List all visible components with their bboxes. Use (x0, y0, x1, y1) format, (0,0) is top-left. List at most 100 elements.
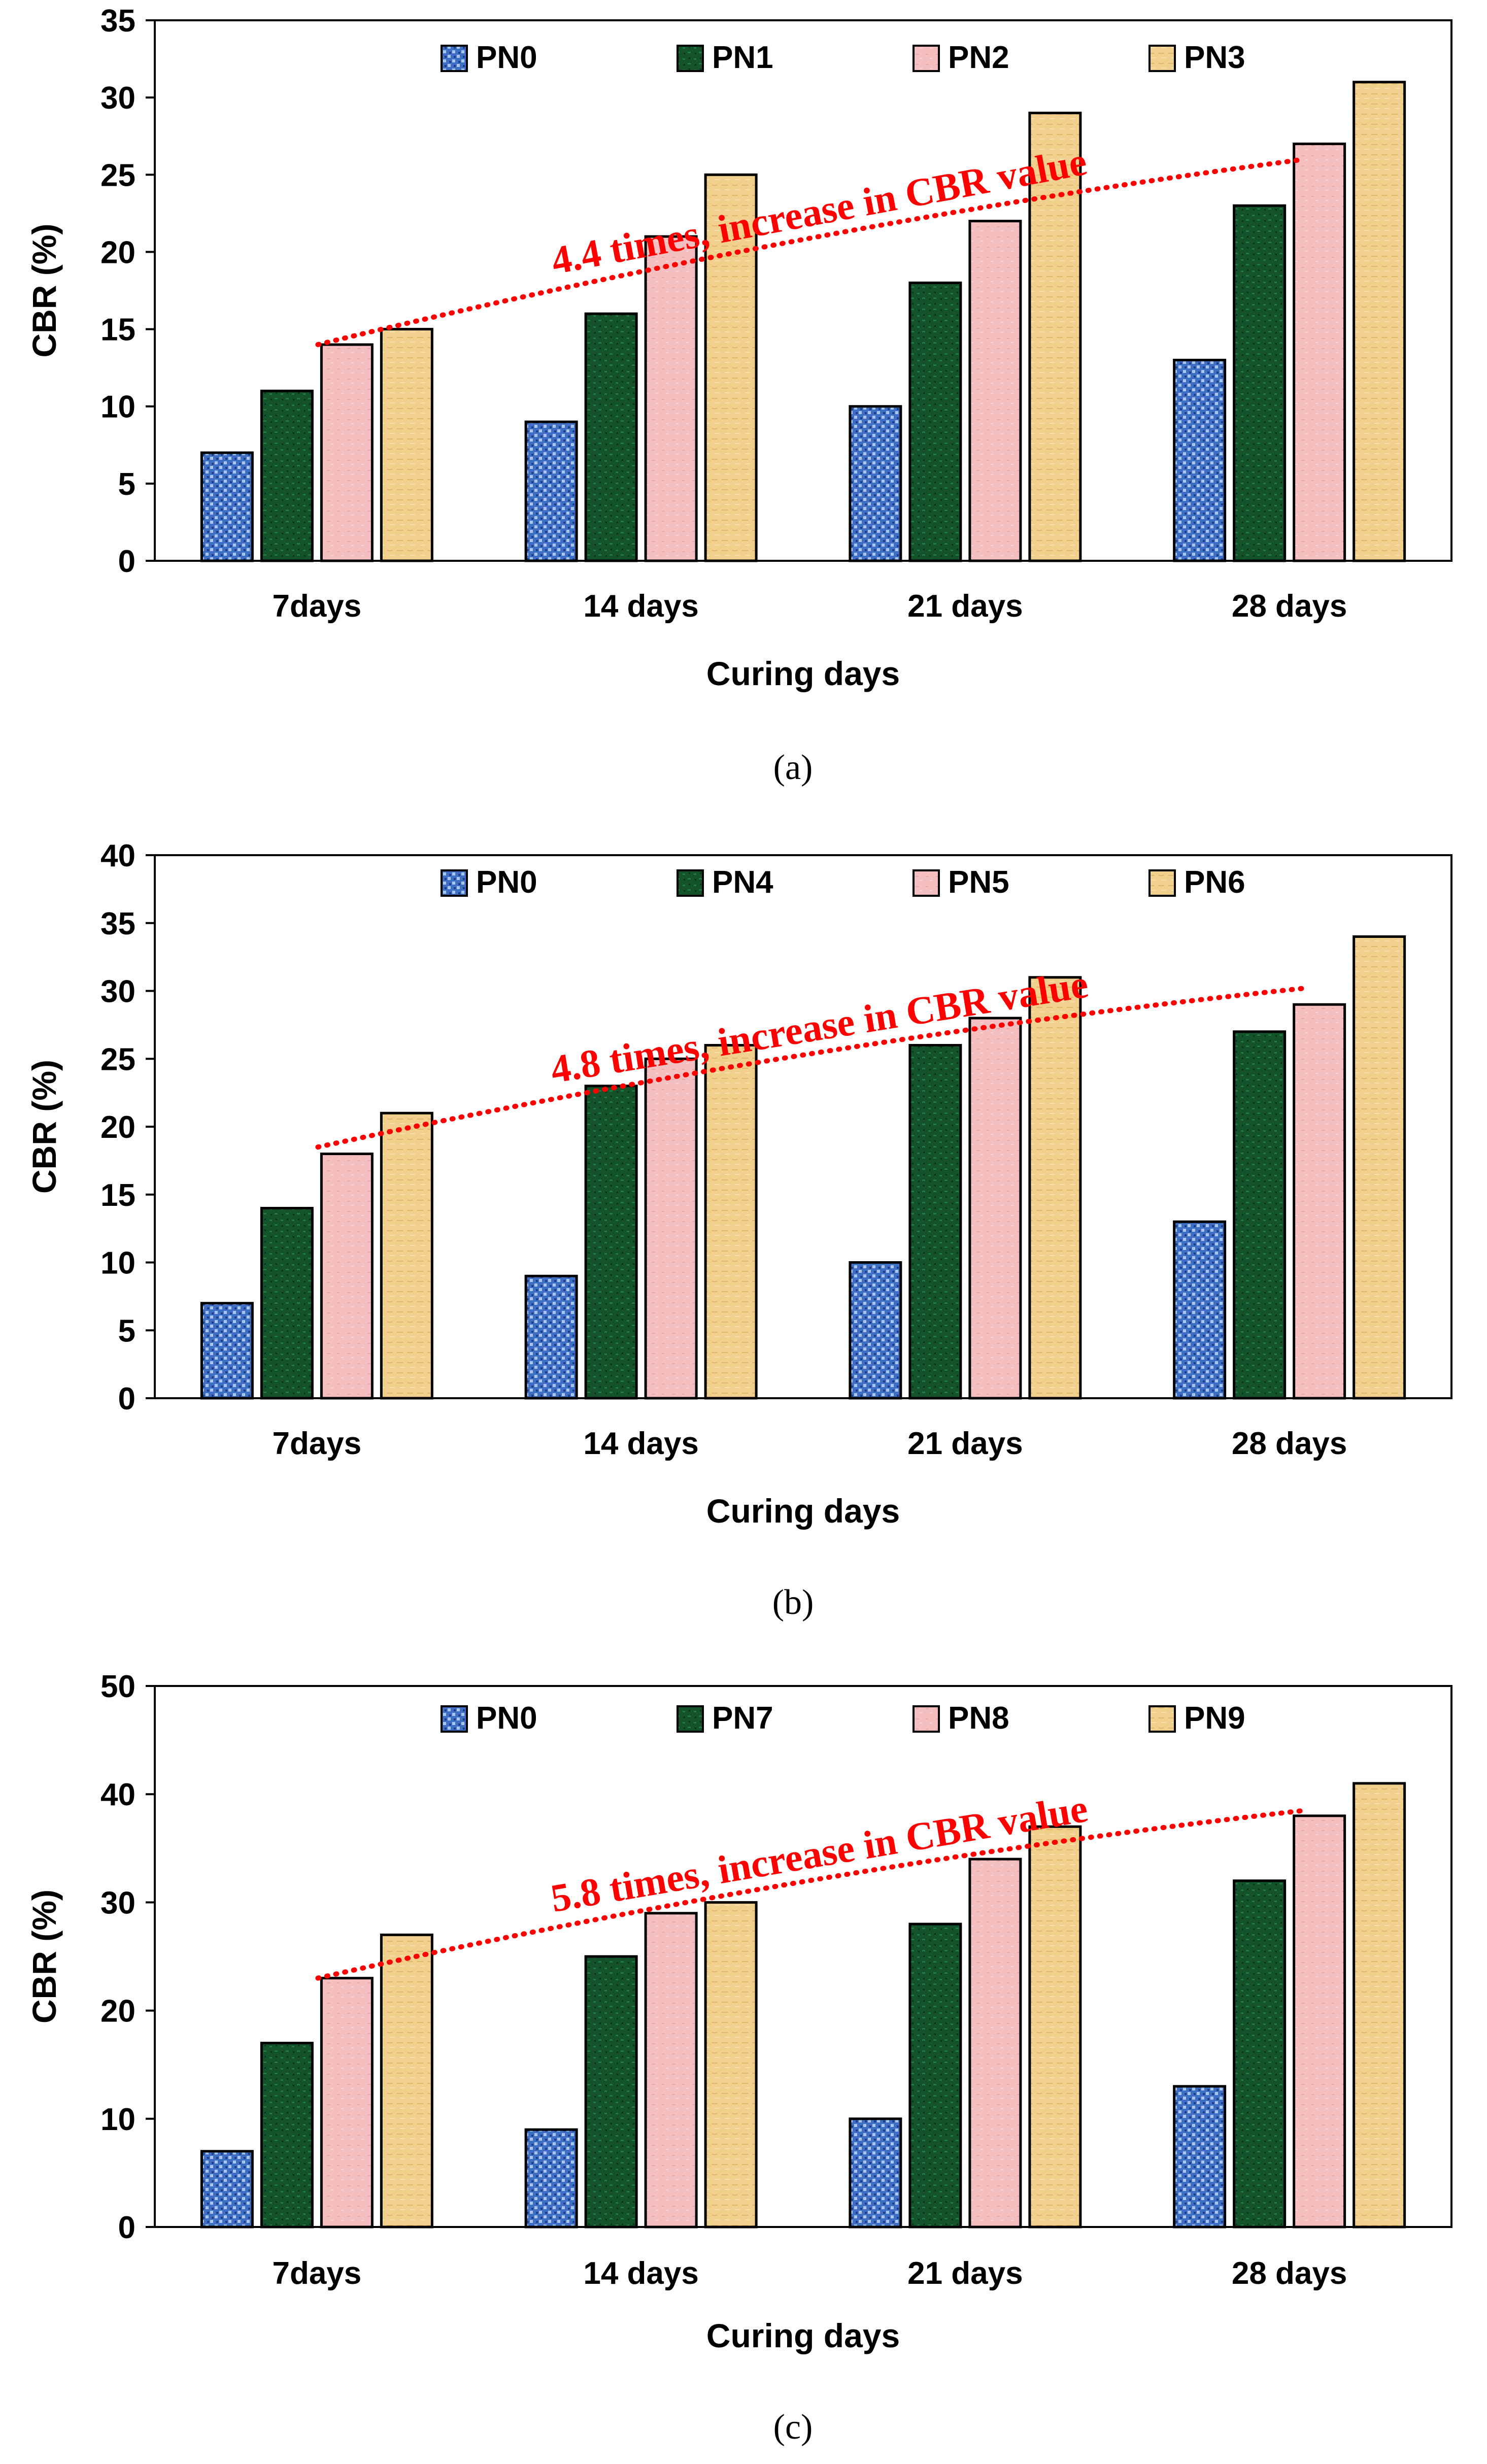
bar-PN0-1 (200, 1302, 254, 1400)
legend-swatch-PN7 (677, 1705, 704, 1733)
legend-label-PN9: PN9 (1184, 1701, 1245, 1736)
y-tick-label: 40 (100, 1777, 136, 1812)
legend: PN0 PN4 PN5 PN6 (441, 865, 1245, 900)
y-tick-label: 0 (118, 2210, 136, 2245)
legend-label-PN0: PN0 (476, 1701, 537, 1736)
bar-PN6-2 (704, 1044, 758, 1400)
x-tick-label: 21 days (907, 589, 1023, 624)
y-tick-label: 5 (118, 467, 136, 502)
bar-PN2-3 (968, 220, 1022, 562)
trend-line (315, 156, 1307, 347)
bar-PN1-1 (260, 389, 314, 562)
x-tick-label: 28 days (1232, 2256, 1347, 2291)
y-tick-label: 15 (100, 1178, 136, 1213)
bar-PN0-3 (849, 1261, 902, 1400)
legend-swatch-PN2 (913, 45, 940, 72)
bar-PN3-4 (1353, 81, 1406, 562)
legend-label-PN4: PN4 (712, 865, 773, 900)
bar-PN8-3 (968, 1858, 1022, 2229)
bar-PN4-3 (908, 1044, 962, 1400)
bar-PN1-4 (1233, 204, 1287, 562)
y-tick-label: 5 (118, 1313, 136, 1348)
legend-label-PN8: PN8 (948, 1701, 1009, 1736)
legend: PN0 PN7 PN8 PN9 (441, 1701, 1245, 1736)
panel-label: (c) (773, 2408, 813, 2447)
y-tick-label: 25 (100, 1042, 136, 1077)
x-tick-label: 14 days (583, 589, 699, 624)
legend-swatch-PN8 (913, 1705, 940, 1733)
bar-PN4-4 (1233, 1030, 1287, 1400)
x-tick-label: 28 days (1232, 1426, 1347, 1461)
x-tick-label: 7days (272, 2256, 361, 2291)
bar-PN8-1 (320, 1977, 374, 2229)
y-tick-label: 35 (100, 4, 136, 39)
y-tick-label: 10 (100, 390, 136, 425)
bar-PN5-1 (320, 1153, 374, 1400)
bar-PN9-4 (1353, 1782, 1406, 2229)
y-tick-label: 15 (100, 313, 136, 348)
legend-label-PN0: PN0 (476, 865, 537, 900)
legend-swatch-PN0 (441, 869, 468, 897)
y-axis-title: CBR (%) (25, 1889, 63, 2023)
bar-PN3-1 (380, 328, 433, 562)
legend-label-PN1: PN1 (712, 40, 773, 75)
bar-PN7-1 (260, 2042, 314, 2229)
trend-line (315, 986, 1307, 1150)
y-tick-label: 20 (100, 1994, 136, 2029)
legend-swatch-PN1 (677, 45, 704, 72)
bar-PN6-4 (1353, 935, 1406, 1400)
bar-PN3-3 (1028, 112, 1082, 562)
x-axis-title: Curing days (706, 1492, 900, 1530)
chart-panel-1: 0 5 10 15 20 25 30 35 CBR (%) 7days 14 days 21 days… (25, 4, 1452, 787)
y-tick-label: 30 (100, 81, 136, 116)
y-axis-title: CBR (%) (25, 1060, 63, 1194)
y-tick-label: 25 (100, 158, 136, 193)
bar-PN0-3 (849, 2117, 902, 2229)
bar-PN5-4 (1293, 1003, 1346, 1400)
bar-PN0-4 (1173, 358, 1227, 562)
y-tick-label: 30 (100, 974, 136, 1009)
chart-panel-2: 0 5 10 15 20 25 30 35 40 CBR (%) 7days 14 days 21 da… (25, 838, 1452, 1622)
legend-swatch-PN6 (1148, 869, 1176, 897)
legend-swatch-PN0 (441, 1705, 468, 1733)
bar-PN5-2 (644, 1057, 698, 1400)
chart-panel-3: 0 10 20 30 40 50 CBR (%) 7days 14 days 21 days 28 … (25, 1669, 1452, 2447)
y-tick-label: 20 (100, 235, 136, 270)
bar-PN2-4 (1293, 142, 1346, 562)
x-axis-title: Curing days (706, 655, 900, 692)
bar-PN9-2 (704, 1901, 758, 2229)
panel-label: (b) (772, 1583, 814, 1622)
y-tick-label: 30 (100, 1885, 136, 1920)
panel-label: (a) (773, 748, 813, 787)
x-tick-label: 7days (272, 1426, 361, 1461)
legend-label-PN2: PN2 (948, 40, 1009, 75)
bar-PN6-1 (380, 1111, 433, 1400)
legend-swatch-PN4 (677, 869, 704, 897)
bar-PN7-4 (1233, 1879, 1287, 2229)
legend-swatch-PN0 (441, 45, 468, 72)
bar-PN7-3 (908, 1922, 962, 2229)
legend-label-PN6: PN6 (1184, 865, 1245, 900)
bar-PN4-2 (584, 1085, 638, 1400)
y-axis-title: CBR (%) (25, 224, 63, 358)
legend-label-PN0: PN0 (476, 40, 537, 75)
x-tick-label: 7days (272, 589, 361, 624)
y-tick-label: 50 (100, 1669, 136, 1704)
legend-label-PN3: PN3 (1184, 40, 1245, 75)
bar-PN5-3 (968, 1017, 1022, 1400)
legend-swatch-PN9 (1148, 1705, 1176, 1733)
y-tick-label: 0 (118, 544, 136, 579)
bar-PN1-2 (584, 312, 638, 562)
bar-PN0-4 (1173, 1220, 1227, 1400)
bar-PN7-2 (584, 1955, 638, 2229)
x-tick-label: 28 days (1232, 589, 1347, 624)
x-tick-label: 14 days (583, 2256, 699, 2291)
y-tick-label: 40 (100, 838, 136, 873)
x-tick-label: 21 days (907, 1426, 1023, 1461)
legend-swatch-PN3 (1148, 45, 1176, 72)
legend-label-PN5: PN5 (948, 865, 1009, 900)
y-tick-label: 10 (100, 2102, 136, 2137)
bar-PN6-3 (1028, 976, 1082, 1400)
bar-PN4-1 (260, 1207, 314, 1400)
